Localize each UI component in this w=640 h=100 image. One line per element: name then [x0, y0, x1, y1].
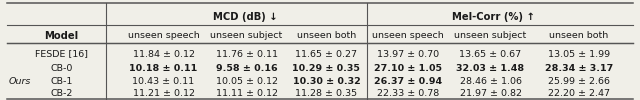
Text: 28.46 ± 1.06: 28.46 ± 1.06 [460, 77, 522, 86]
Text: unseen both: unseen both [297, 32, 356, 40]
Text: 11.65 ± 0.27: 11.65 ± 0.27 [296, 50, 357, 59]
Text: Model: Model [44, 31, 79, 41]
Text: 13.65 ± 0.67: 13.65 ± 0.67 [460, 50, 522, 59]
Text: 13.97 ± 0.70: 13.97 ± 0.70 [377, 50, 439, 59]
Text: 32.03 ± 1.48: 32.03 ± 1.48 [456, 64, 525, 73]
Text: 10.29 ± 0.35: 10.29 ± 0.35 [292, 64, 360, 73]
Text: 10.05 ± 0.12: 10.05 ± 0.12 [216, 77, 278, 86]
Text: CB-2: CB-2 [50, 89, 72, 98]
Text: 26.37 ± 0.94: 26.37 ± 0.94 [374, 77, 442, 86]
Text: unseen speech: unseen speech [127, 32, 200, 40]
Text: unseen speech: unseen speech [372, 32, 444, 40]
Text: 11.76 ± 0.11: 11.76 ± 0.11 [216, 50, 278, 59]
Text: Mel-Corr (%) ↑: Mel-Corr (%) ↑ [452, 12, 535, 22]
Text: 10.30 ± 0.32: 10.30 ± 0.32 [292, 77, 360, 86]
Text: 25.99 ± 2.66: 25.99 ± 2.66 [548, 77, 610, 86]
Text: 22.33 ± 0.78: 22.33 ± 0.78 [377, 89, 439, 98]
Text: MCD (dB) ↓: MCD (dB) ↓ [212, 12, 277, 22]
Text: 11.84 ± 0.12: 11.84 ± 0.12 [132, 50, 195, 59]
Text: CB-1: CB-1 [50, 77, 72, 86]
Text: 11.11 ± 0.12: 11.11 ± 0.12 [216, 89, 278, 98]
Text: 11.28 ± 0.35: 11.28 ± 0.35 [295, 89, 358, 98]
Text: 22.20 ± 2.47: 22.20 ± 2.47 [548, 89, 610, 98]
Text: unseen subject: unseen subject [454, 32, 527, 40]
Text: 28.34 ± 3.17: 28.34 ± 3.17 [545, 64, 612, 73]
Text: 27.10 ± 1.05: 27.10 ± 1.05 [374, 64, 442, 73]
Text: 11.21 ± 0.12: 11.21 ± 0.12 [132, 89, 195, 98]
Text: CB-0: CB-0 [50, 64, 72, 73]
Text: 9.58 ± 0.16: 9.58 ± 0.16 [216, 64, 277, 73]
Text: 21.97 ± 0.82: 21.97 ± 0.82 [460, 89, 522, 98]
Text: 10.18 ± 0.11: 10.18 ± 0.11 [129, 64, 198, 73]
Text: 10.43 ± 0.11: 10.43 ± 0.11 [132, 77, 195, 86]
Text: FESDE [16]: FESDE [16] [35, 50, 88, 59]
Text: unseen subject: unseen subject [211, 32, 283, 40]
Text: Ours: Ours [9, 77, 31, 86]
Text: 13.05 ± 1.99: 13.05 ± 1.99 [548, 50, 610, 59]
Text: unseen both: unseen both [549, 32, 608, 40]
